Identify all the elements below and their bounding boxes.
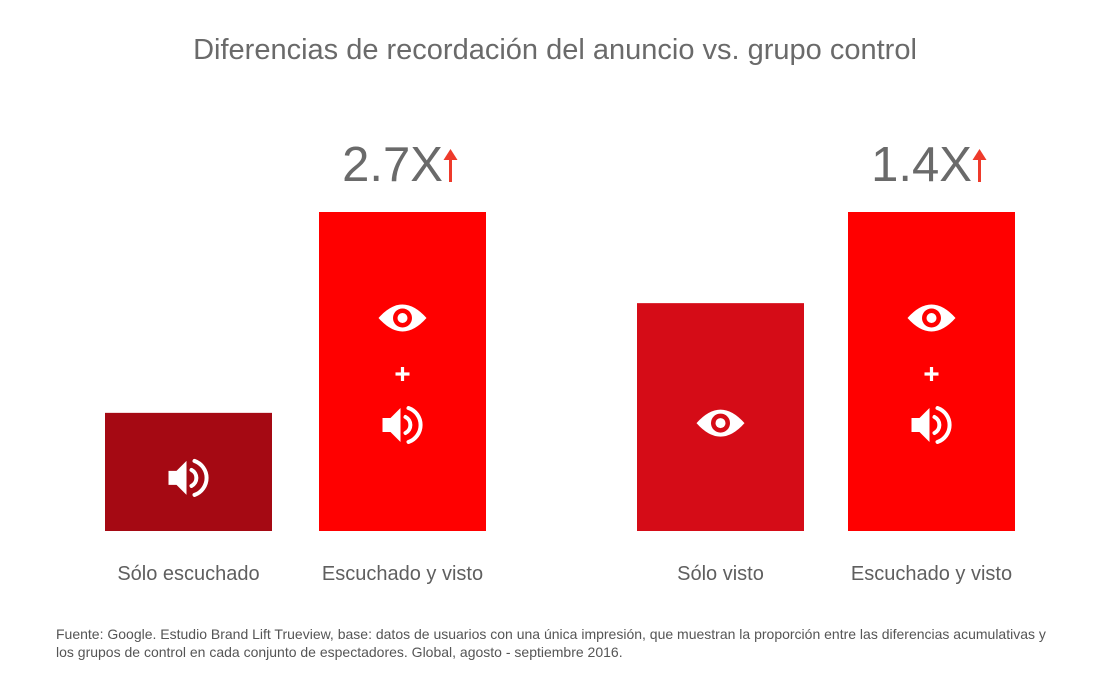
source-footnote: Fuente: Google. Estudio Brand Lift Truev… xyxy=(56,626,1046,660)
category-label: Escuchado y visto xyxy=(322,563,483,585)
lift-label: 2.7X xyxy=(342,138,443,192)
bar-group xyxy=(848,212,1015,531)
bar-group xyxy=(319,212,486,531)
bar-group xyxy=(637,303,804,531)
bar xyxy=(105,412,272,531)
eye-icon xyxy=(696,409,745,437)
speaker-icon xyxy=(382,406,423,444)
bar-group xyxy=(105,412,272,531)
category-label: Sólo visto xyxy=(677,563,764,585)
category-label: Escuchado y visto xyxy=(851,563,1012,585)
eye-icon xyxy=(907,304,956,332)
lift-label: 1.4X xyxy=(871,138,972,192)
category-label: Sólo escuchado xyxy=(117,563,259,585)
up-arrow-icon xyxy=(972,149,987,182)
speaker-icon xyxy=(911,406,952,444)
plus-icon xyxy=(395,367,410,381)
up-arrow-icon xyxy=(443,149,458,182)
speaker-icon xyxy=(168,458,209,497)
eye-icon xyxy=(378,304,427,332)
chart-title: Diferencias de recordación del anuncio v… xyxy=(193,34,917,66)
plus-icon xyxy=(924,367,939,381)
